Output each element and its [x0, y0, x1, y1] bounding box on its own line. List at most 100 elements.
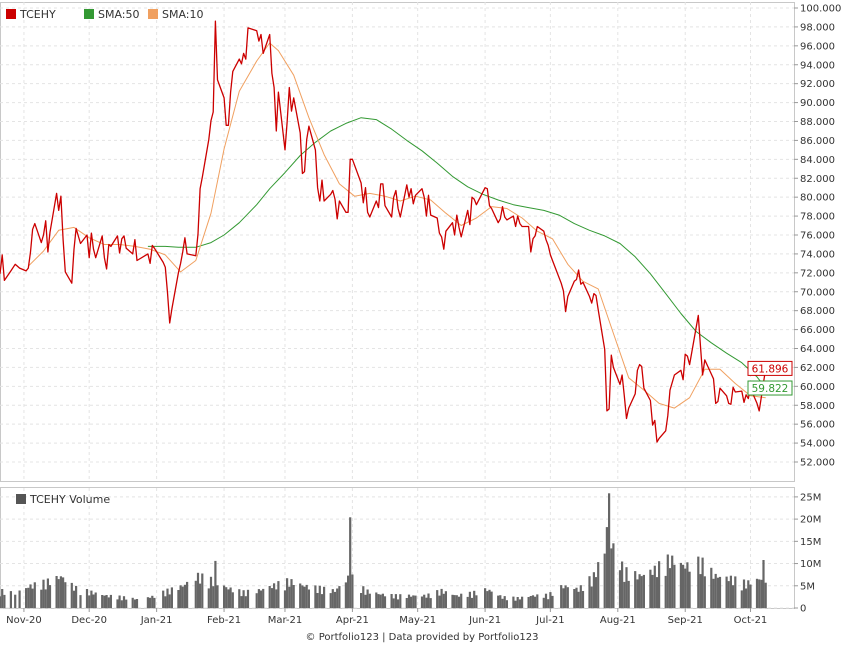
volume-bar: [727, 581, 730, 608]
volume-bar: [501, 598, 504, 608]
volume-bar: [290, 579, 293, 608]
price-tick-label: 74.000: [800, 249, 835, 260]
price-tick-label: 64.000: [800, 344, 835, 355]
volume-bar: [85, 589, 89, 608]
volume-bar: [246, 589, 250, 608]
volume-bar: [31, 588, 34, 608]
volume-bar: [18, 590, 21, 608]
volume-bar: [762, 560, 765, 608]
volume-bar: [244, 596, 247, 608]
volume-bar: [621, 561, 624, 608]
price-axis: 100.000 98.000 96.000 94.000 92.000 90.000 88.…: [794, 4, 841, 469]
volume-bar: [655, 577, 659, 608]
volume-bar: [62, 577, 65, 608]
volume-bar: [755, 578, 759, 608]
date-tick-label: Aug-21: [600, 615, 636, 626]
volume-bar: [318, 585, 321, 608]
volume-bar: [331, 589, 334, 608]
series-line-sma10: [27, 42, 766, 409]
volume-bar: [534, 596, 537, 608]
volume-bar: [551, 595, 554, 608]
volume-tick-label: 5M: [800, 581, 815, 592]
date-tick-label: Oct-21: [734, 615, 768, 626]
volume-bar: [521, 596, 524, 608]
volume-bar: [259, 590, 263, 608]
volume-bar: [316, 593, 319, 608]
volume-bar: [107, 597, 110, 608]
volume-bar: [410, 596, 413, 608]
volume-bar: [338, 586, 341, 608]
volume-bar: [527, 597, 530, 608]
volume-bar: [468, 591, 471, 608]
volume-bar: [273, 583, 276, 608]
volume-bar: [201, 573, 204, 608]
volume-bar: [351, 574, 354, 608]
volume-bar: [55, 576, 58, 608]
volume-bar: [592, 572, 595, 608]
volume-bar: [168, 594, 171, 608]
price-tick-label: 86.000: [800, 136, 835, 147]
volume-bar: [392, 598, 395, 608]
volume-bar: [547, 599, 550, 608]
volume-bar: [610, 548, 613, 608]
volume-bar: [27, 587, 30, 608]
volume-bar: [745, 588, 748, 608]
price-tick-label: 78.000: [800, 212, 835, 223]
price-series: [0, 20, 767, 443]
volume-bar: [381, 593, 384, 608]
volume-bar: [531, 595, 535, 608]
volume-bar: [240, 596, 243, 608]
volume-bar: [732, 585, 735, 608]
date-tick-label: Mar-21: [268, 615, 303, 626]
volume-bar: [186, 581, 189, 608]
volume-bar: [729, 575, 732, 608]
volume-bar: [149, 597, 152, 608]
volume-bar: [29, 584, 32, 608]
volume-bar: [544, 593, 548, 608]
volume-bar: [116, 599, 119, 608]
price-tick-label: 100.000: [800, 4, 841, 15]
volume-bar: [164, 596, 167, 608]
volume-bar: [405, 598, 408, 608]
volume-bar: [329, 593, 332, 608]
volume-bar: [88, 595, 91, 608]
price-tick-label: 76.000: [800, 231, 835, 242]
volume-bar: [412, 595, 415, 608]
volume-bar: [14, 594, 17, 608]
volume-bar: [103, 595, 106, 608]
volume-bar: [336, 588, 339, 608]
volume-bar: [429, 598, 432, 608]
volume-bar: [277, 581, 280, 608]
price-tick-label: 84.000: [800, 155, 835, 166]
price-tick-label: 92.000: [800, 79, 835, 90]
volume-bar: [9, 591, 12, 608]
volume-bar: [135, 599, 139, 608]
volume-bar: [712, 578, 715, 608]
volume-bar: [390, 594, 393, 608]
volume-bar: [146, 597, 149, 608]
volume-bar: [653, 565, 656, 608]
price-tick-label: 88.000: [800, 117, 835, 128]
volume-bar: [162, 590, 165, 608]
volume-bar: [268, 586, 271, 608]
footer-credit: © Portfolio123 | Data provided by Portfo…: [306, 632, 539, 643]
volume-bar: [122, 596, 126, 608]
volume-bar: [636, 579, 639, 608]
price-tick-label: 98.000: [800, 22, 835, 33]
last-value-box: [747, 360, 793, 376]
volume-bar: [473, 590, 476, 608]
volume-bar: [440, 588, 443, 608]
legend-swatch-volume: [16, 494, 26, 504]
volume-bar: [575, 587, 578, 608]
volume-bar: [231, 592, 234, 608]
legend-label-tcehy: TCEHY: [19, 8, 56, 21]
price-tick-label: 52.000: [800, 458, 835, 469]
volume-bar: [42, 579, 45, 608]
legend-swatch-tcehy: [6, 9, 16, 19]
volume-bar: [40, 589, 43, 608]
volume-bar: [194, 580, 197, 608]
volume-bar: [255, 593, 258, 608]
volume-bar: [603, 553, 606, 608]
price-tick-label: 68.000: [800, 306, 835, 317]
